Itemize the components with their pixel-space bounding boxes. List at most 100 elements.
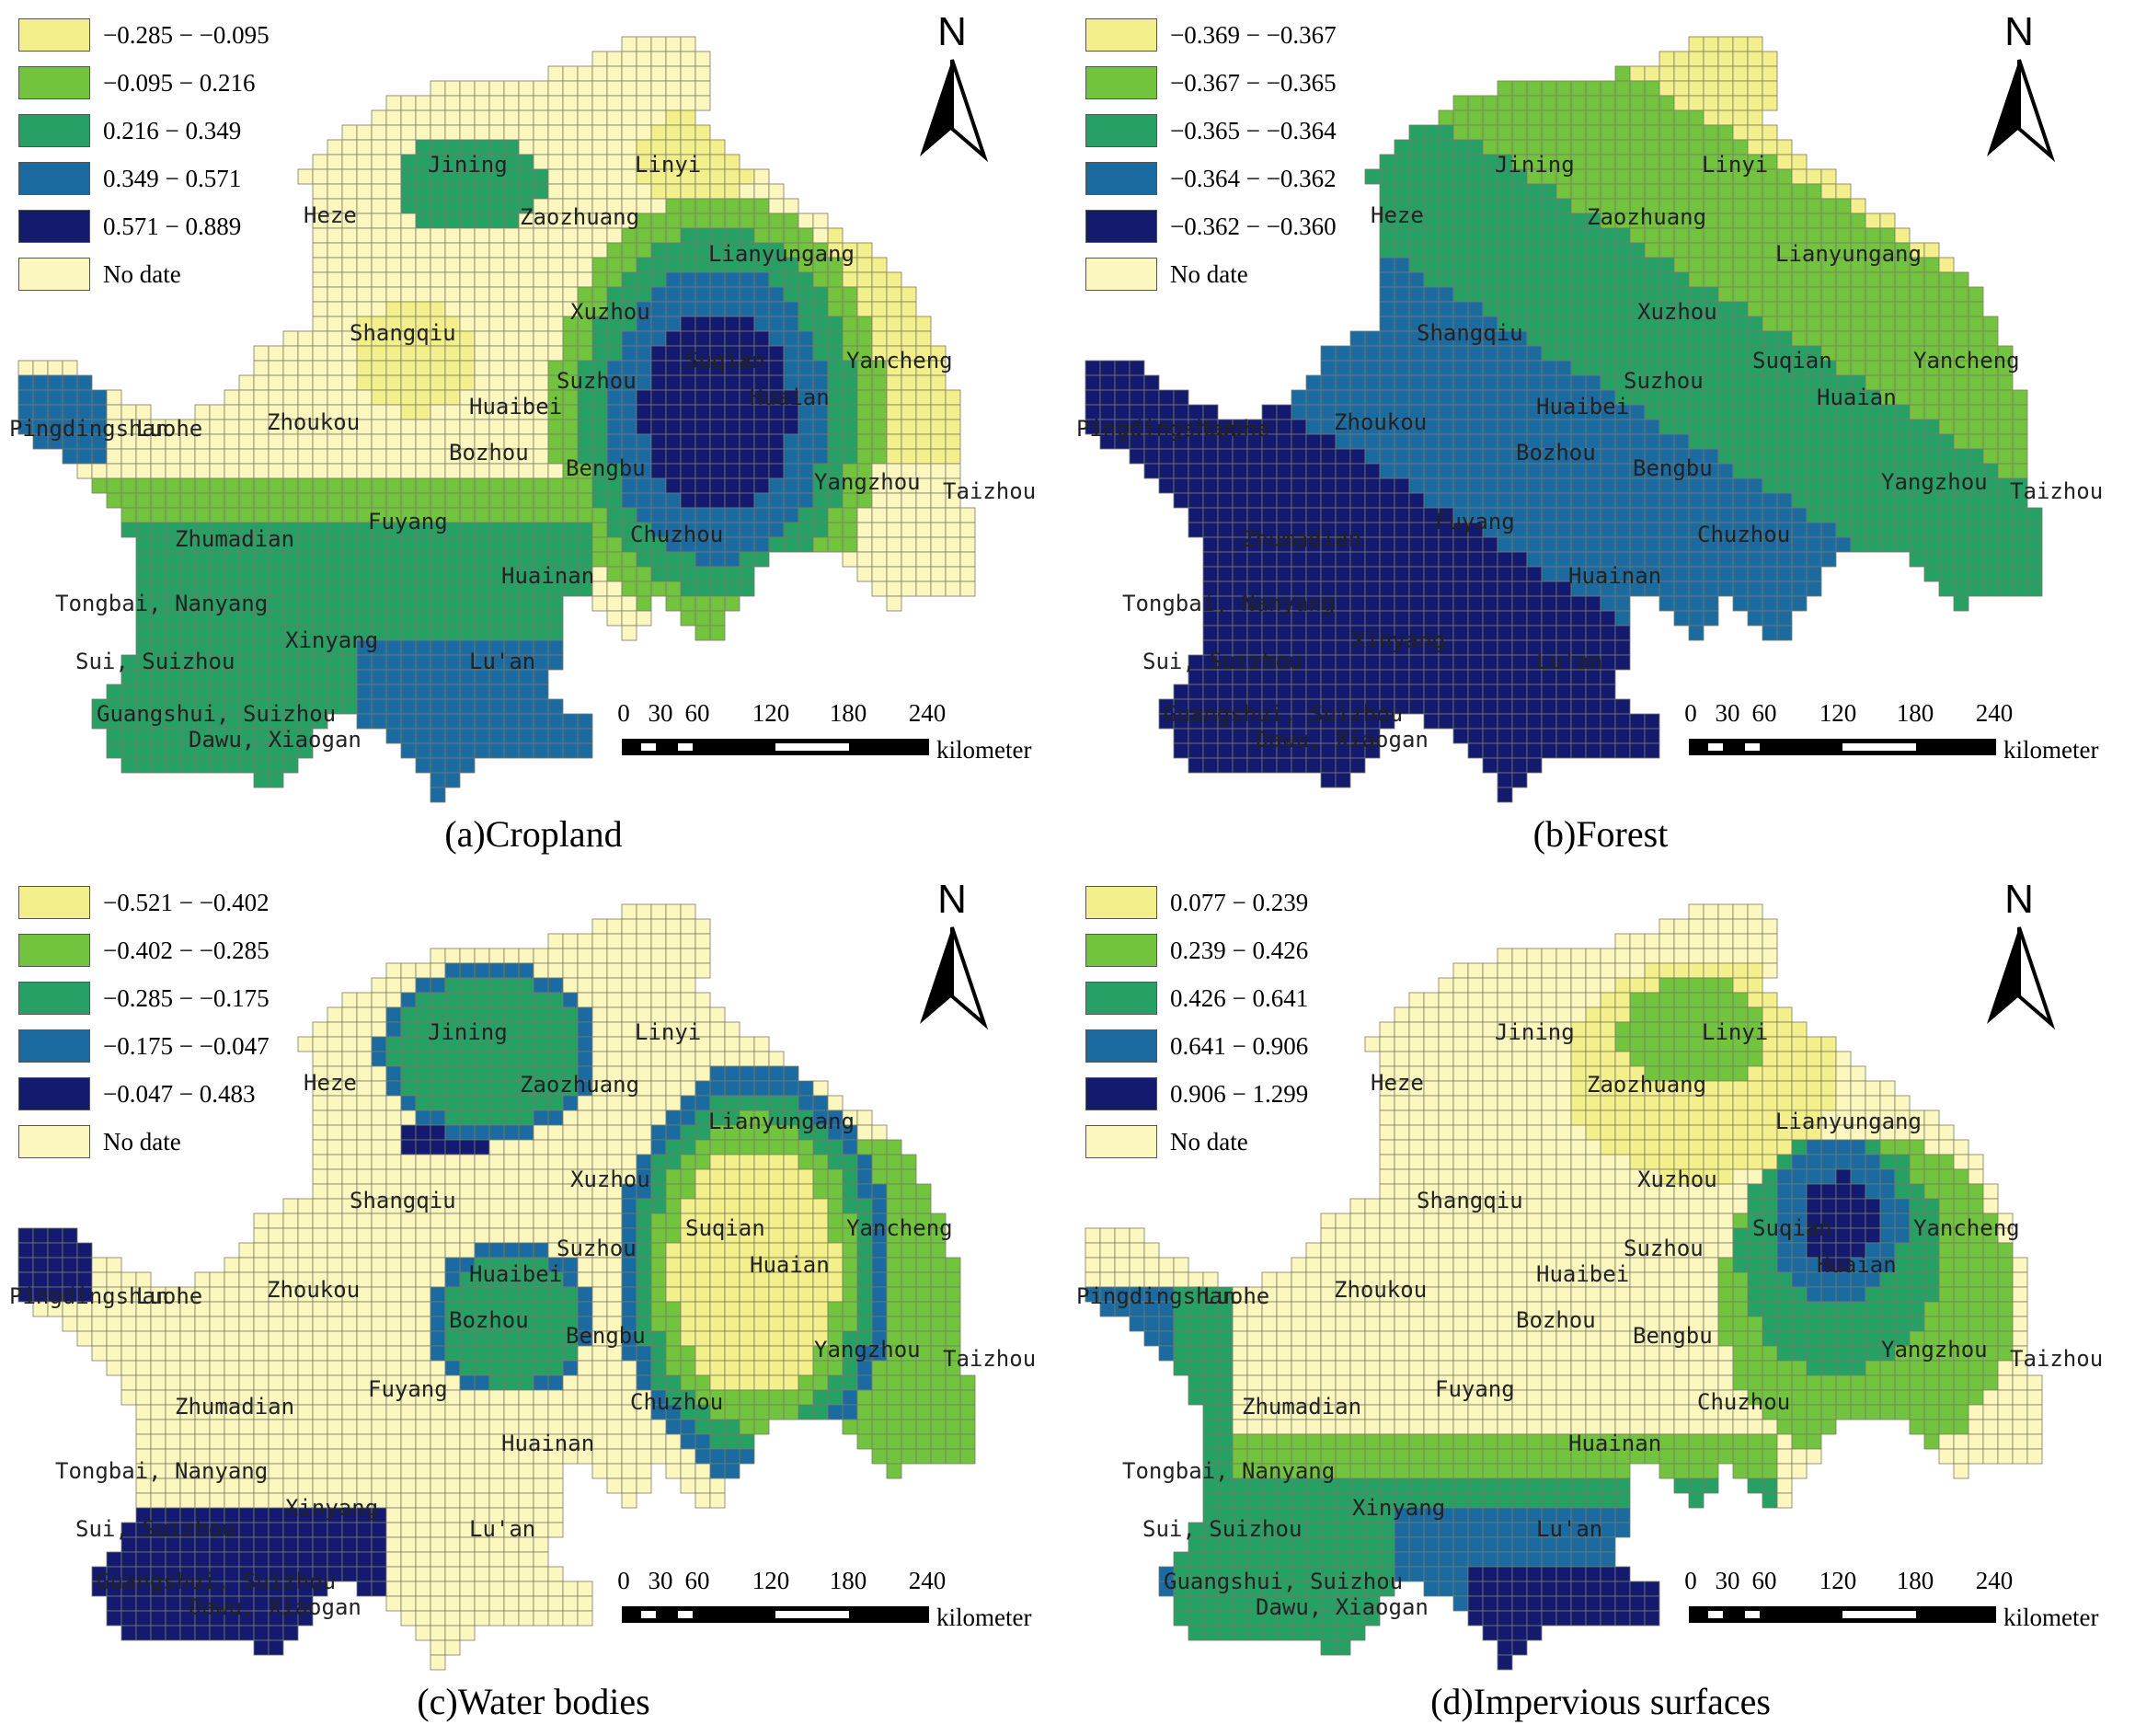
grid-cell (871, 507, 888, 523)
grid-cell (1349, 492, 1366, 509)
grid-cell (1732, 477, 1749, 494)
grid-cell (341, 227, 358, 244)
grid-cell (430, 227, 446, 244)
grid-cell (1732, 109, 1749, 126)
grid-cell (1703, 330, 1719, 347)
legend-swatch (1085, 162, 1157, 195)
grid-cell (901, 286, 917, 303)
grid-cell (1246, 625, 1263, 641)
grid-cell (1394, 536, 1410, 553)
grid-cell (1703, 492, 1719, 509)
grid-cell (1261, 477, 1278, 494)
grid-cell (1349, 551, 1366, 568)
grid-cell (459, 992, 476, 1008)
grid-cell (1232, 507, 1248, 523)
grid-cell (886, 286, 902, 303)
grid-cell (783, 477, 799, 494)
grid-cell (341, 536, 358, 553)
grid-cell (1379, 374, 1395, 391)
grid-cell (430, 257, 446, 273)
grid-cell (533, 1286, 549, 1303)
grid-cell (503, 1168, 520, 1185)
grid-cell (1688, 36, 1705, 52)
grid-cell (547, 1006, 564, 1023)
grid-cell (694, 286, 711, 303)
grid-cell (1865, 507, 1881, 523)
grid-cell (415, 183, 431, 200)
grid-cell (106, 684, 122, 700)
grid-cell (1394, 566, 1410, 582)
grid-cell (430, 595, 446, 612)
grid-cell (1408, 536, 1425, 553)
grid-cell (1555, 345, 1572, 362)
grid-cell (1938, 389, 1955, 406)
grid-cell (518, 477, 534, 494)
grid-cell (1467, 345, 1484, 362)
grid-cell (1482, 684, 1498, 700)
grid-cell (1614, 698, 1631, 715)
grid-cell (415, 1242, 431, 1259)
grid-cell (694, 1168, 711, 1185)
grid-cell (430, 1286, 446, 1303)
legend-label: 0.349 − 0.571 (103, 164, 242, 192)
grid-cell (385, 1006, 402, 1023)
grid-cell (371, 492, 387, 509)
grid-cell (1232, 551, 1248, 568)
grid-cell (798, 1198, 814, 1214)
grid-cell (1762, 51, 1778, 67)
grid-cell (415, 669, 431, 685)
grid-cell (1452, 625, 1469, 641)
grid-cell (886, 404, 902, 420)
grid-cell (503, 213, 520, 229)
grid-cell (312, 551, 328, 568)
grid-cell (1099, 389, 1116, 406)
grid-cell (1452, 345, 1469, 362)
grid-cell (533, 1213, 549, 1229)
grid-cell (238, 566, 255, 582)
grid-cell (871, 286, 888, 303)
grid-cell (1320, 360, 1337, 376)
grid-cell (886, 330, 902, 347)
grid-cell (1511, 374, 1528, 391)
grid-cell (518, 492, 534, 509)
grid-cell (1394, 168, 1410, 185)
grid-cell (768, 1139, 785, 1155)
grid-cell (1349, 507, 1366, 523)
grid-cell (665, 1183, 682, 1200)
grid-cell (930, 1242, 947, 1259)
grid-cell (591, 566, 608, 582)
grid-cell (1747, 316, 1763, 332)
grid-cell (297, 389, 314, 406)
grid-cell (606, 65, 623, 82)
grid-cell (268, 1227, 284, 1244)
scale-tick-label: 180 (1896, 699, 1934, 727)
grid-cell (400, 360, 417, 376)
grid-cell (1806, 168, 1822, 185)
grid-cell (768, 1154, 785, 1170)
grid-cell (1335, 448, 1351, 465)
grid-cell (1717, 566, 1734, 582)
grid-cell (327, 1051, 343, 1067)
grid-cell (238, 757, 255, 774)
grid-cell (459, 1154, 476, 1170)
grid-cell (268, 669, 284, 685)
grid-cell (1526, 301, 1543, 317)
grid-cell (1335, 463, 1351, 479)
grid-cell (1497, 389, 1513, 406)
grid-cell (1703, 124, 1719, 141)
grid-cell (371, 566, 387, 582)
grid-cell (533, 728, 549, 744)
grid-cell (665, 1065, 682, 1082)
grid-cell (1717, 301, 1734, 317)
grid-cell (739, 1168, 755, 1185)
grid-cell (415, 257, 431, 273)
legend-swatch (1085, 66, 1157, 99)
grid-cell (1776, 404, 1793, 420)
grid-cell (1673, 257, 1690, 273)
grid-cell (430, 1271, 446, 1288)
grid-cell (680, 1286, 696, 1303)
grid-cell (474, 713, 490, 730)
grid-cell (827, 1198, 844, 1214)
grid-cell (430, 1154, 446, 1170)
grid-cell (518, 330, 534, 347)
